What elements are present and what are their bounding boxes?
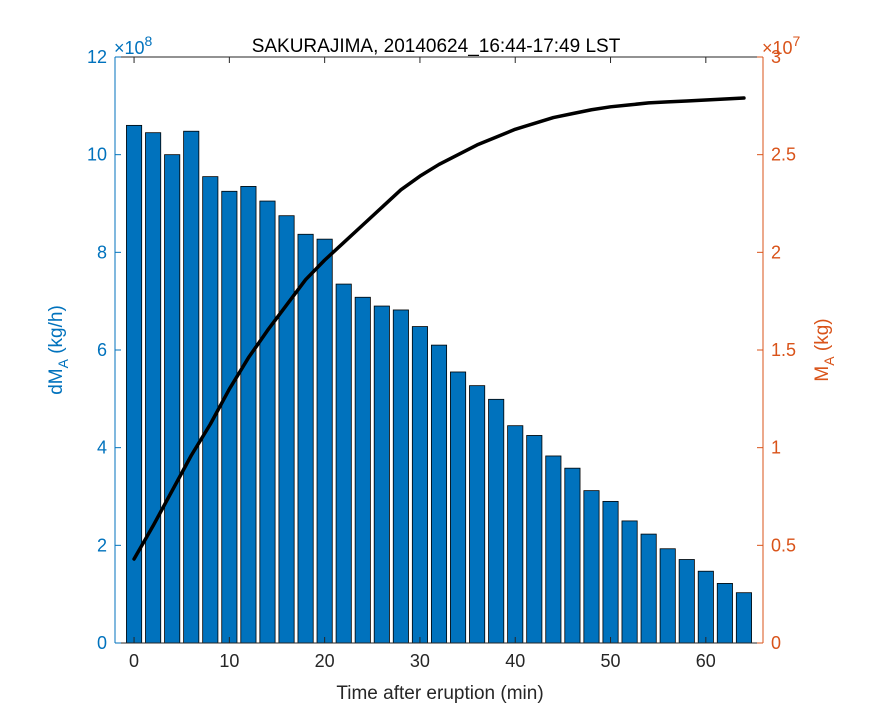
right-label-unit: (kg) bbox=[812, 318, 833, 356]
bar bbox=[716, 583, 733, 644]
left-label-unit: (kg/h) bbox=[46, 305, 67, 359]
bar bbox=[202, 176, 219, 644]
bar bbox=[240, 186, 257, 644]
chart-title: SAKURAJIMA, 20140624_16:44-17:49 LST bbox=[252, 36, 621, 57]
right-label-main: M bbox=[812, 366, 833, 382]
bar bbox=[430, 344, 448, 644]
bar bbox=[126, 124, 143, 644]
bar bbox=[221, 190, 238, 644]
bar bbox=[697, 570, 714, 644]
bar bbox=[526, 435, 543, 644]
bar bbox=[602, 500, 619, 644]
left-tick-label: 10 bbox=[87, 145, 107, 165]
right-tick-label: 1 bbox=[771, 438, 781, 458]
x-tick-label: 40 bbox=[505, 651, 525, 671]
bar bbox=[316, 238, 333, 644]
x-axis-label: Time after eruption (min) bbox=[336, 683, 543, 704]
x-tick-label: 20 bbox=[315, 651, 335, 671]
left-label-main: dM bbox=[46, 368, 67, 394]
right-tick-label: 2 bbox=[771, 242, 781, 262]
left-axis-label: dMA (kg/h) bbox=[46, 305, 71, 395]
axes-layer: 0 10 20 30 40 50 60 0 2 4 6 8 10 12 0 0.5 1 1.5 2 2.5 3 bbox=[87, 47, 796, 671]
left-tick-label: 0 bbox=[97, 633, 107, 653]
left-exponent-base: ×10 bbox=[114, 38, 145, 58]
left-tick-label: 6 bbox=[97, 340, 107, 360]
right-axis-label: MA (kg) bbox=[812, 318, 837, 381]
cumulative-mass-line bbox=[132, 96, 746, 561]
right-tick-label: 2.5 bbox=[771, 145, 796, 165]
right-exponent-base: ×10 bbox=[762, 38, 793, 58]
bar bbox=[678, 559, 695, 644]
bar bbox=[373, 305, 390, 644]
bar bbox=[450, 371, 467, 644]
bar bbox=[583, 490, 600, 644]
bar bbox=[640, 533, 657, 644]
bar bbox=[621, 520, 638, 644]
x-tick-label: 30 bbox=[410, 651, 430, 671]
right-tick-label: 0.5 bbox=[771, 535, 796, 555]
right-axis-exponent: ×107 bbox=[762, 33, 801, 58]
right-tick-label: 3 bbox=[771, 47, 781, 67]
bar bbox=[488, 398, 505, 644]
right-label-sub: A bbox=[821, 356, 837, 366]
bar bbox=[278, 215, 295, 644]
right-exponent-power: 7 bbox=[793, 33, 801, 49]
left-tick-label: 8 bbox=[97, 242, 107, 262]
left-exponent-power: 8 bbox=[145, 33, 153, 49]
bar bbox=[735, 592, 752, 644]
right-tick-label: 0 bbox=[771, 633, 781, 653]
bar bbox=[259, 200, 276, 644]
line-layer bbox=[132, 96, 746, 561]
bar bbox=[564, 467, 581, 644]
x-tick-label: 50 bbox=[601, 651, 621, 671]
x-tick-label: 10 bbox=[219, 651, 239, 671]
x-tick-label: 0 bbox=[129, 651, 139, 671]
bar bbox=[507, 425, 524, 644]
left-tick-label: 4 bbox=[97, 438, 107, 458]
bar bbox=[392, 309, 409, 644]
bar bbox=[411, 326, 428, 644]
x-tick-label: 60 bbox=[696, 651, 716, 671]
bar bbox=[183, 130, 200, 644]
left-tick-label: 12 bbox=[87, 47, 107, 67]
bar bbox=[297, 233, 314, 644]
bar bbox=[659, 548, 676, 644]
left-axis-exponent: ×108 bbox=[114, 33, 153, 58]
bar bbox=[164, 154, 181, 644]
bar bbox=[354, 296, 371, 644]
bar bbox=[545, 455, 562, 644]
bar bbox=[469, 385, 486, 644]
bar bbox=[335, 283, 352, 644]
bars-layer bbox=[126, 124, 752, 644]
left-label-sub: A bbox=[55, 358, 71, 368]
right-tick-label: 1.5 bbox=[771, 340, 796, 360]
bar bbox=[145, 132, 162, 644]
left-tick-label: 2 bbox=[97, 535, 107, 555]
